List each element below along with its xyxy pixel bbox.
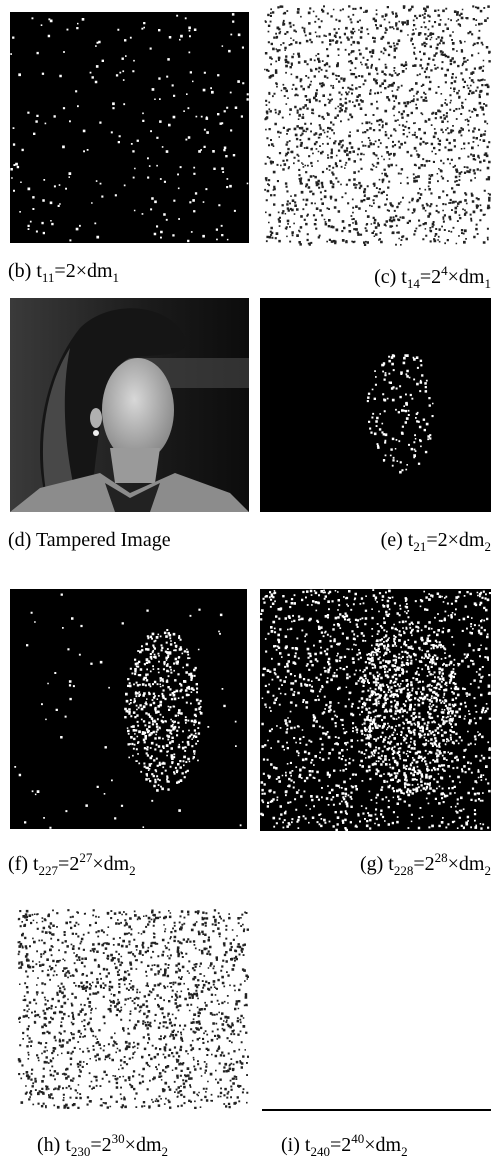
- subscript: 227: [39, 863, 59, 878]
- caption-text: =2: [90, 1134, 111, 1156]
- superscript: 40: [351, 1131, 364, 1146]
- caption-text: ×dm: [448, 853, 485, 875]
- caption-text: =2: [413, 853, 434, 875]
- result-image: [264, 5, 491, 246]
- subscript: 14: [407, 276, 420, 291]
- subscript: 21: [413, 539, 426, 554]
- caption-text: (h) t: [37, 1134, 71, 1156]
- caption: (d) Tampered Image: [8, 528, 171, 552]
- result-image: [17, 909, 249, 1109]
- caption: (e) t21=2×dm2: [381, 528, 491, 559]
- subscript: 1: [113, 270, 120, 285]
- caption: (b) t11=2×dm1: [8, 259, 119, 290]
- subscript: 228: [394, 863, 414, 878]
- caption: (i) t240=240×dm2: [281, 1127, 408, 1160]
- caption-text: (b) t: [8, 260, 42, 282]
- result-image: [260, 298, 491, 512]
- caption-text: =2: [330, 1134, 351, 1156]
- caption: (g) t228=228×dm2: [360, 846, 491, 883]
- caption-text: =2: [420, 266, 441, 288]
- caption-text: (f) t: [8, 853, 39, 875]
- caption-text: (e) t: [381, 529, 414, 551]
- caption-text: (d) Tampered Image: [8, 529, 171, 551]
- caption-text: (i) t: [281, 1134, 310, 1156]
- result-image: [10, 589, 247, 829]
- subscript: 2: [401, 1144, 408, 1159]
- superscript: 28: [435, 850, 448, 865]
- caption-text: =2×dm: [54, 260, 112, 282]
- result-image: [260, 589, 491, 831]
- caption-text: (g) t: [360, 853, 394, 875]
- caption-text: (c) t: [374, 266, 407, 288]
- result-image: [262, 909, 491, 1111]
- image-background: [260, 298, 491, 512]
- caption-text: ×dm: [364, 1134, 401, 1156]
- subscript: 2: [485, 539, 491, 554]
- subscript: 1: [485, 276, 491, 291]
- caption: (f) t227=227×dm2: [8, 846, 136, 883]
- subscript: 2: [162, 1144, 169, 1159]
- subscript: 2: [129, 863, 136, 878]
- subscript: 11: [42, 270, 55, 285]
- result-image: [10, 12, 249, 243]
- image-border: [262, 1109, 491, 1111]
- caption-text: ×dm: [448, 266, 485, 288]
- image-background: [262, 909, 491, 1111]
- caption-text: =2×dm: [426, 529, 484, 551]
- superscript: 27: [79, 850, 92, 865]
- caption-text: ×dm: [125, 1134, 162, 1156]
- superscript: 30: [112, 1131, 125, 1146]
- subscript: 230: [71, 1144, 91, 1159]
- caption: (h) t230=230×dm2: [37, 1127, 168, 1160]
- caption: (c) t14=24×dm1: [374, 259, 491, 296]
- subscript: 2: [485, 863, 491, 878]
- image-background: [10, 12, 249, 243]
- caption-text: =2: [58, 853, 79, 875]
- figure: (b) t11=2×dm1 (c) t14=24×dm1 (d) Tampere…: [0, 0, 491, 1160]
- tampered-image: [10, 298, 249, 512]
- subscript: 240: [310, 1144, 330, 1159]
- caption-text: ×dm: [92, 853, 129, 875]
